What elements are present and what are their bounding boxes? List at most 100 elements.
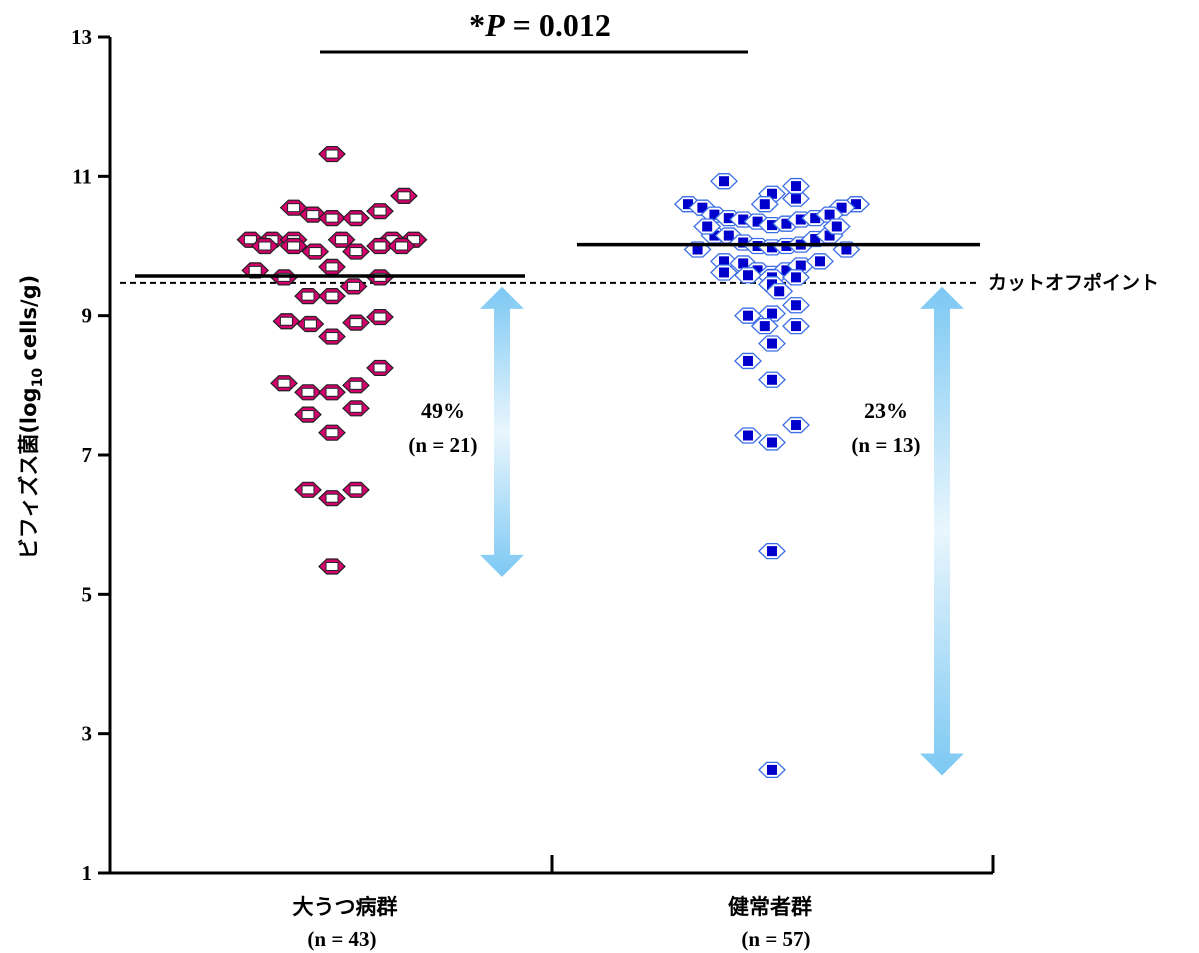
data-point-inner [795,260,806,271]
y-tick-label: 5 [82,582,93,606]
data-point-inner [709,209,720,220]
p-value-label: *P = 0.012 [469,7,611,43]
group-n: (n = 57) [741,927,810,951]
data-point-inner [301,485,315,495]
data-point-inner [738,258,749,269]
data-point-inner [774,286,785,297]
data-point-inner [702,221,713,232]
y-tick-label: 9 [82,304,93,328]
group-name: 健常者群 [728,895,812,919]
data-point-inner [349,380,363,390]
data-point-inner [791,300,801,311]
data-point-inner [287,241,301,251]
data-point-inner [767,188,777,199]
below-cutoff-label-mdd: 49% (n = 21) [408,398,477,457]
data-point-inner [279,316,293,326]
data-point-inner [767,338,777,349]
data-point-inner [824,209,835,220]
data-point-inner [759,321,770,332]
data-point-inner [767,242,777,253]
data-point-inner [851,199,861,210]
data-point-inner [767,374,777,385]
below-n: (n = 21) [408,433,477,457]
data-point-inner [349,247,363,257]
group-label-mdd: 大うつ病群 (n = 43) [293,895,398,951]
data-point-inner [836,202,847,213]
data-point-inner [301,387,315,397]
data-point-inner [308,247,322,257]
data-point-inner [349,403,363,413]
data-points [236,145,870,779]
y-tick-label: 3 [82,722,93,746]
double-arrow-icon [920,286,964,776]
data-point-inner [258,241,272,251]
group-n: (n = 43) [307,927,376,951]
data-point-inner [723,230,734,241]
y-tick-label: 11 [72,164,92,188]
data-point-inner [767,308,777,319]
data-point-inner [395,241,409,251]
data-point-inner [325,387,339,397]
data-point-inner [301,410,315,420]
data-point-inner [723,213,734,224]
data-point-inner [373,241,387,251]
data-point-inner [738,237,749,248]
data-point-inner [815,256,825,267]
data-point-inner [791,193,801,204]
data-point-inner [397,191,411,201]
below-cutoff-label-hc: 23% (n = 13) [851,398,920,457]
data-point-inner [767,279,777,290]
data-point-inner [795,214,806,225]
below-pct: 23% [864,398,908,423]
data-point-inner [325,262,339,272]
data-point-inner [287,203,301,213]
data-point-inner [349,485,363,495]
data-point-inner [767,764,777,775]
group-name: 大うつ病群 [293,895,398,919]
data-point-inner [301,291,315,301]
data-point-inner [824,230,835,241]
data-point-inner [791,272,801,283]
data-point-inner [335,235,349,245]
data-point-inner [709,230,720,241]
data-point-inner [791,181,801,192]
data-point-inner [841,244,852,255]
data-point-inner [791,420,801,431]
y-tick-label: 13 [71,25,92,49]
data-point-inner [692,244,703,255]
data-point-inner [831,221,842,232]
data-point-inner [347,281,361,291]
data-point-inner [248,265,262,275]
data-point-inner [349,318,363,328]
data-point-inner [325,332,339,342]
data-point-inner [373,312,387,322]
data-point-inner [781,265,792,276]
data-point-inner [719,176,729,187]
group-label-hc: 健常者群 (n = 57) [728,895,812,951]
data-point-inner [738,214,749,225]
data-point-inner [325,561,339,571]
data-point-inner [719,256,729,267]
x-axis [110,855,995,875]
data-point-inner [306,210,320,220]
data-point-inner [743,310,753,321]
data-point-inner [325,149,339,159]
data-point-inner [767,437,777,448]
data-point-inner [683,199,693,210]
data-point-inner [277,378,291,388]
y-axis-title: ビフィズス菌(log10 cells/g) [17,275,46,560]
cutoff-label: カットオフポイント [988,271,1159,294]
data-point-inner [810,213,821,224]
data-point-inner [719,267,729,278]
data-point-inner [759,199,770,210]
data-point-inner [373,206,387,216]
data-point-inner [243,235,257,245]
data-point-inner [697,202,708,213]
double-arrow-icon [480,286,524,577]
data-point-inner [752,265,763,276]
data-point-inner [781,218,792,229]
below-n: (n = 13) [851,433,920,457]
data-point-inner [743,430,753,441]
